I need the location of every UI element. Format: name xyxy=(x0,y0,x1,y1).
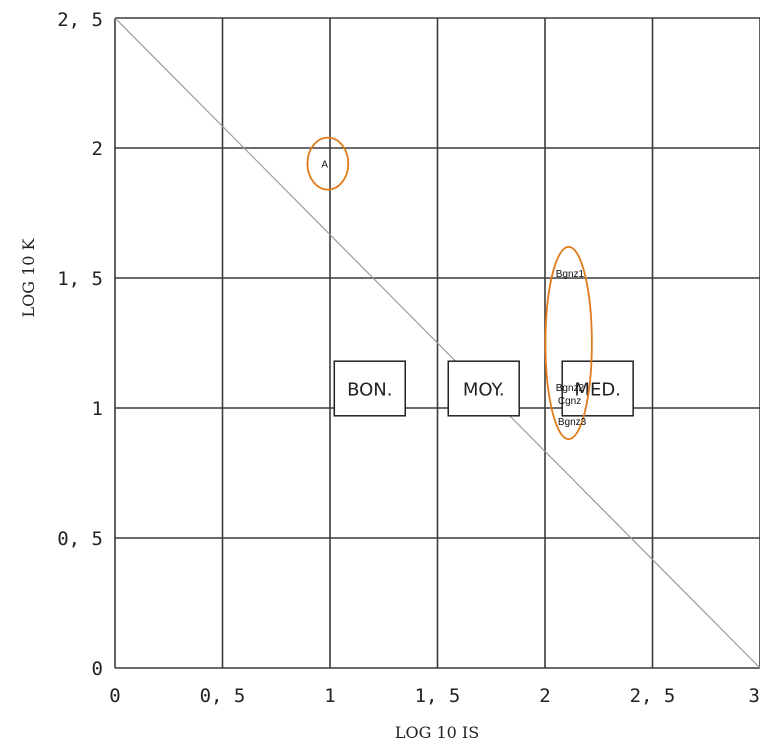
x-axis-title: LOG 10 IS xyxy=(395,723,479,742)
point-label: Cgnz xyxy=(558,396,581,407)
zone-box xyxy=(333,360,406,417)
x-tick-label: 2 xyxy=(539,685,550,707)
y-tick-label: 2 xyxy=(92,138,103,160)
point-label: Bgnz3 xyxy=(558,417,587,428)
reference-line xyxy=(114,17,760,669)
point-label: A xyxy=(321,160,328,171)
zone-label: MED. xyxy=(574,380,621,401)
tick-labels: 0 0, 5 1 1, 5 2 2, 5 3 0 0, 5 1 1, 5 2 2, 5 xyxy=(57,9,760,707)
x-tick-label: 0 xyxy=(109,685,120,707)
x-tick-label: 1 xyxy=(324,685,335,707)
point-label: Bgnz1 xyxy=(556,269,585,280)
annotation-ellipses xyxy=(306,136,593,441)
y-tick-label: 1 xyxy=(92,398,103,420)
x-tick-label: 0, 5 xyxy=(200,685,246,707)
x-tick-label: 1, 5 xyxy=(415,685,461,707)
zone-label: BON. xyxy=(347,380,392,401)
annotation-ellipse xyxy=(544,245,593,441)
zone-boxes: BON. MOY. MED. xyxy=(333,360,634,417)
x-tick-label: 2, 5 xyxy=(630,685,676,707)
zone-box xyxy=(561,360,634,417)
y-tick-label: 1, 5 xyxy=(57,268,103,290)
annotation-ellipse xyxy=(306,136,350,191)
y-tick-label: 0 xyxy=(92,658,103,680)
x-tick-label: 3 xyxy=(749,685,760,707)
point-label: Bgnz2 xyxy=(556,383,585,394)
point-labels: A Bgnz1 Bgnz2 Cgnz Bgnz3 xyxy=(321,160,586,428)
grid xyxy=(114,17,760,669)
zone-box xyxy=(447,360,520,417)
y-tick-label: 0, 5 xyxy=(57,528,103,550)
reference-line-layer xyxy=(114,17,760,669)
y-tick-label: 2, 5 xyxy=(57,9,103,31)
y-axis-title: LOG 10 K xyxy=(19,237,38,317)
zone-label: MOY. xyxy=(463,380,505,401)
